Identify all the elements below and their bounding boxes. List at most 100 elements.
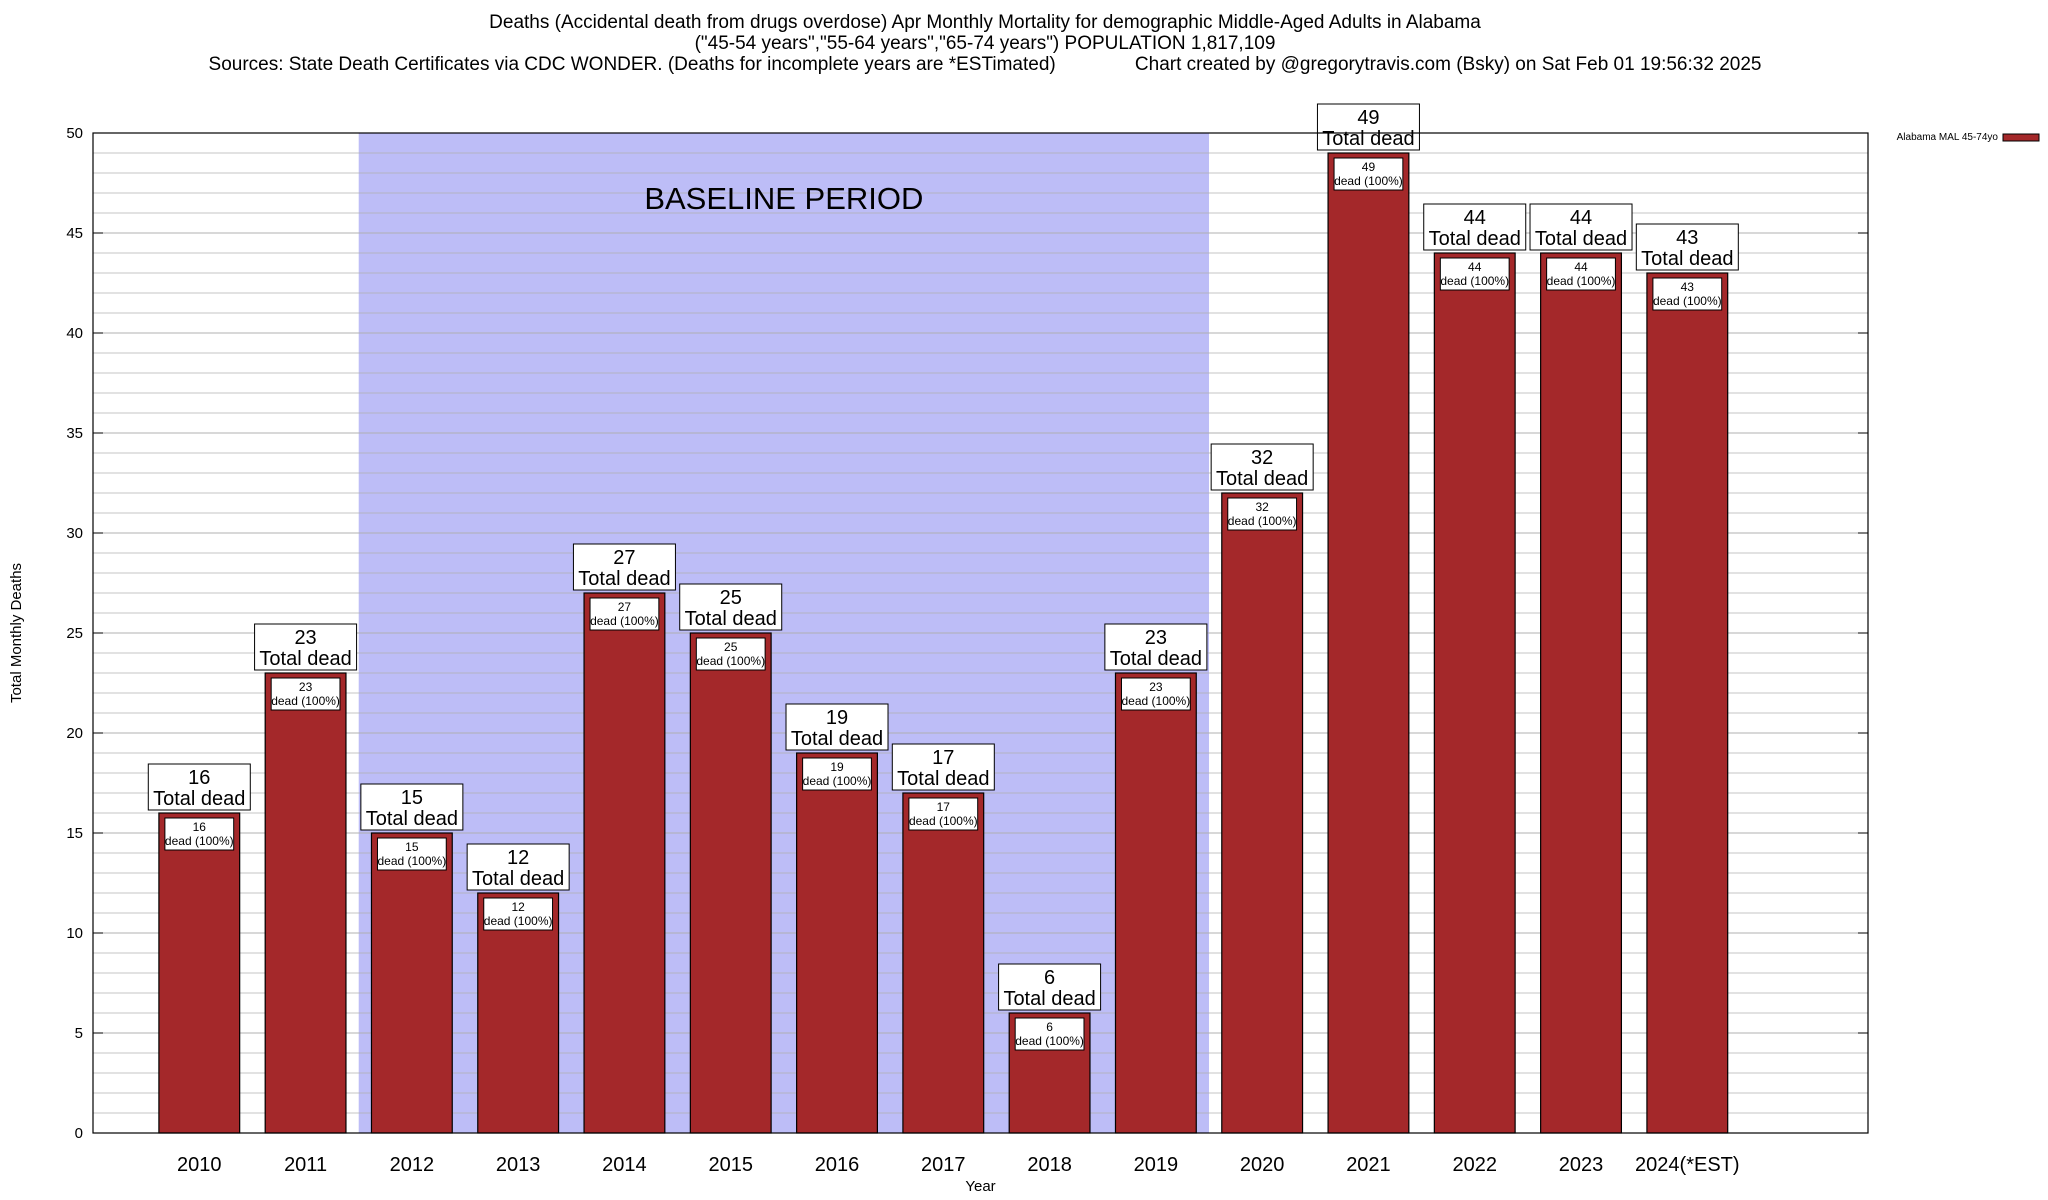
bar-inner-label-box bbox=[802, 757, 872, 791]
bar-inner-label: dead (100%) bbox=[1228, 514, 1297, 528]
bar-inner-value: 16 bbox=[193, 820, 207, 834]
bar-total-label-box bbox=[466, 843, 570, 891]
bar-inner-label: dead (100%) bbox=[1547, 274, 1616, 288]
bar-inner-value: 25 bbox=[724, 640, 738, 654]
bar-total-value: 49 bbox=[1357, 107, 1379, 129]
bar-total-label: Total dead bbox=[1429, 228, 1521, 250]
bar-inner-label: dead (100%) bbox=[803, 774, 872, 788]
bar-total-label: Total dead bbox=[1003, 988, 1095, 1010]
x-tick-label: 2020 bbox=[1240, 1154, 1285, 1176]
bar-inner-label-box bbox=[483, 897, 554, 931]
bar-total-value: 17 bbox=[932, 747, 954, 769]
x-tick-label: 2016 bbox=[815, 1154, 860, 1176]
x-tick-label: 2011 bbox=[284, 1154, 327, 1176]
bar-total-value: 19 bbox=[826, 707, 848, 729]
bar-total-label-box bbox=[147, 763, 251, 811]
bar-inner-label: dead (100%) bbox=[165, 834, 234, 848]
bar-total-label-box bbox=[1635, 223, 1739, 271]
bar-total-label-box bbox=[1210, 443, 1314, 491]
bar bbox=[264, 672, 347, 1134]
bar-inner-value: 6 bbox=[1046, 1020, 1053, 1034]
y-tick-label: 10 bbox=[66, 925, 83, 942]
bar-inner-label: dead (100%) bbox=[378, 854, 447, 868]
bar-inner-value: 23 bbox=[299, 680, 313, 694]
bar-inner-label: dead (100%) bbox=[484, 914, 553, 928]
bar-inner-label: dead (100%) bbox=[1440, 274, 1509, 288]
bar-inner-label: dead (100%) bbox=[909, 814, 978, 828]
bar-inner-value: 49 bbox=[1362, 160, 1376, 174]
bar-total-label: Total dead bbox=[1216, 468, 1308, 490]
bar-inner-value: 43 bbox=[1681, 280, 1695, 294]
x-tick-label: 2013 bbox=[496, 1154, 541, 1176]
chart-source-line: Sources: State Death Certificates via CD… bbox=[208, 54, 1762, 75]
bar-total-value: 23 bbox=[1145, 627, 1167, 649]
bar bbox=[1540, 252, 1623, 1134]
bar-total-label: Total dead bbox=[685, 608, 777, 630]
x-tick-label: 2014 bbox=[602, 1154, 647, 1176]
bar-inner-label: dead (100%) bbox=[1015, 1034, 1084, 1048]
bar-inner-label-box bbox=[1439, 257, 1510, 291]
x-tick-label: 2017 bbox=[921, 1154, 966, 1176]
bar bbox=[902, 792, 985, 1134]
x-axis-label: Year bbox=[965, 1178, 995, 1195]
bar-total-value: 6 bbox=[1044, 967, 1055, 989]
bar-inner-value: 12 bbox=[511, 900, 525, 914]
bar-total-label-box bbox=[998, 963, 1102, 1011]
bar bbox=[477, 892, 560, 1134]
bar-inner-label: dead (100%) bbox=[590, 614, 659, 628]
bar-inner-value: 44 bbox=[1468, 260, 1482, 274]
bar-total-label-box bbox=[1316, 103, 1420, 151]
bar-total-label-box bbox=[1529, 203, 1633, 251]
bar-total-label: Total dead bbox=[472, 868, 564, 890]
bar-inner-label: dead (100%) bbox=[271, 694, 340, 708]
x-tick-label: 2021 bbox=[1346, 1154, 1391, 1176]
bar-inner-label: dead (100%) bbox=[1122, 694, 1191, 708]
bar-total-label-box bbox=[1423, 203, 1527, 251]
bar-total-label: Total dead bbox=[791, 728, 883, 750]
chart-subtitle: ("45-54 years","55-64 years","65-74 year… bbox=[694, 33, 1276, 54]
x-tick-label: 2012 bbox=[390, 1154, 435, 1176]
bar-inner-value: 44 bbox=[1574, 260, 1588, 274]
x-tick-label: 2019 bbox=[1134, 1154, 1179, 1176]
bar-total-label-box bbox=[785, 703, 889, 751]
x-tick-label: 2018 bbox=[1027, 1154, 1072, 1176]
x-tick-label: 2015 bbox=[708, 1154, 753, 1176]
bar bbox=[1646, 272, 1729, 1134]
bar bbox=[1327, 152, 1410, 1134]
baseline-label: BASELINE PERIOD bbox=[644, 181, 923, 216]
bar-total-label: Total dead bbox=[153, 788, 245, 810]
bar-total-label-box bbox=[254, 623, 358, 671]
bar-total-label-box bbox=[360, 783, 464, 831]
bar-total-value: 15 bbox=[401, 787, 423, 809]
bar-total-label: Total dead bbox=[897, 768, 989, 790]
bar-inner-label-box bbox=[164, 817, 235, 851]
bar bbox=[1433, 252, 1516, 1134]
bar-total-value: 43 bbox=[1676, 227, 1698, 249]
bar-total-label: Total dead bbox=[578, 568, 670, 590]
plot-frame bbox=[92, 132, 1869, 1134]
x-tick-label: 2023 bbox=[1559, 1154, 1604, 1176]
bar-inner-label-box bbox=[1652, 277, 1723, 311]
bar-inner-value: 15 bbox=[405, 840, 419, 854]
bar-inner-value: 27 bbox=[618, 600, 632, 614]
bar-total-value: 16 bbox=[188, 767, 210, 789]
bar-total-label-box bbox=[679, 583, 783, 631]
chart-title: Deaths (Accidental death from drugs over… bbox=[489, 12, 1481, 33]
bar bbox=[796, 752, 879, 1134]
bar-inner-label-box bbox=[908, 797, 979, 831]
y-tick-label: 15 bbox=[66, 825, 83, 842]
bar-total-value: 25 bbox=[720, 587, 742, 609]
bar-inner-label-box bbox=[1120, 677, 1191, 711]
bar-inner-label: dead (100%) bbox=[1653, 294, 1722, 308]
y-tick-label: 0 bbox=[75, 1125, 83, 1142]
x-tick-label: 2022 bbox=[1452, 1154, 1497, 1176]
legend-swatch bbox=[2002, 133, 2040, 142]
y-axis-label: Total Monthly Deaths bbox=[8, 563, 25, 703]
y-tick-label: 45 bbox=[66, 225, 83, 242]
y-tick-label: 30 bbox=[66, 525, 83, 542]
bar-total-value: 12 bbox=[507, 847, 529, 869]
y-tick-label: 50 bbox=[66, 125, 83, 142]
bar-inner-value: 23 bbox=[1149, 680, 1163, 694]
bar-inner-value: 17 bbox=[937, 800, 951, 814]
